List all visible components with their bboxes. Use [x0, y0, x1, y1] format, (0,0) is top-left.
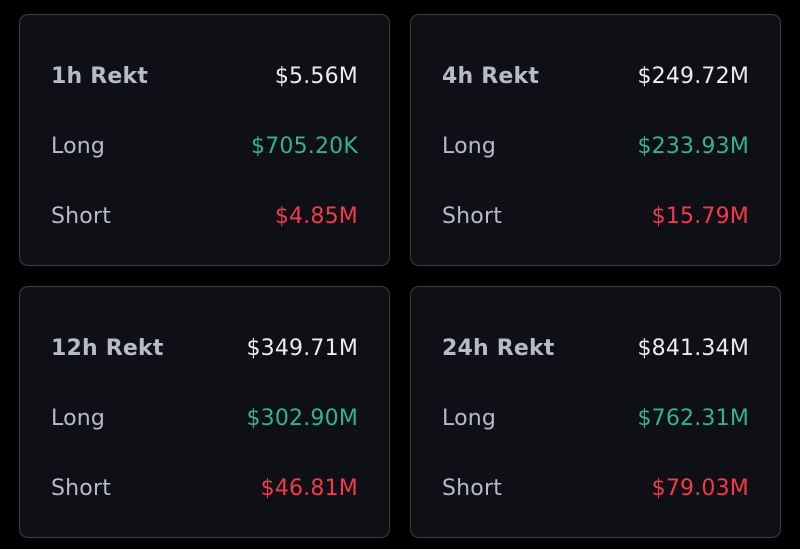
total-row: 12h Rekt $349.71M: [51, 332, 358, 364]
short-rekt-value: $46.81M: [260, 475, 358, 501]
short-label: Short: [51, 203, 112, 229]
total-row: 4h Rekt $249.72M: [442, 60, 749, 92]
short-rekt-value: $15.79M: [651, 203, 749, 229]
total-rekt-value: $349.71M: [246, 335, 358, 361]
total-row: 1h Rekt $5.56M: [51, 60, 358, 92]
short-row: Short $46.81M: [51, 472, 358, 504]
long-row: Long $705.20K: [51, 130, 358, 162]
period-title: 1h Rekt: [51, 63, 149, 89]
short-label: Short: [51, 475, 112, 501]
total-rekt-value: $5.56M: [274, 63, 358, 89]
rekt-card-24h: 24h Rekt $841.34M Long $762.31M Short $7…: [410, 286, 781, 538]
short-label: Short: [442, 203, 503, 229]
short-label: Short: [442, 475, 503, 501]
short-row: Short $79.03M: [442, 472, 749, 504]
long-row: Long $762.31M: [442, 402, 749, 434]
long-label: Long: [442, 133, 497, 159]
rekt-card-1h: 1h Rekt $5.56M Long $705.20K Short $4.85…: [19, 14, 390, 266]
long-label: Long: [51, 133, 106, 159]
period-title: 4h Rekt: [442, 63, 540, 89]
short-row: Short $4.85M: [51, 200, 358, 232]
rekt-card-4h: 4h Rekt $249.72M Long $233.93M Short $15…: [410, 14, 781, 266]
short-rekt-value: $79.03M: [651, 475, 749, 501]
long-label: Long: [442, 405, 497, 431]
rekt-card-12h: 12h Rekt $349.71M Long $302.90M Short $4…: [19, 286, 390, 538]
long-rekt-value: $705.20K: [250, 133, 358, 159]
total-rekt-value: $841.34M: [637, 335, 749, 361]
long-label: Long: [51, 405, 106, 431]
long-rekt-value: $233.93M: [637, 133, 749, 159]
short-rekt-value: $4.85M: [274, 203, 358, 229]
period-title: 12h Rekt: [51, 335, 164, 361]
short-row: Short $15.79M: [442, 200, 749, 232]
period-title: 24h Rekt: [442, 335, 555, 361]
long-row: Long $233.93M: [442, 130, 749, 162]
long-row: Long $302.90M: [51, 402, 358, 434]
liquidation-summary-grid: 1h Rekt $5.56M Long $705.20K Short $4.85…: [19, 14, 781, 538]
long-rekt-value: $302.90M: [246, 405, 358, 431]
total-row: 24h Rekt $841.34M: [442, 332, 749, 364]
long-rekt-value: $762.31M: [637, 405, 749, 431]
total-rekt-value: $249.72M: [637, 63, 749, 89]
